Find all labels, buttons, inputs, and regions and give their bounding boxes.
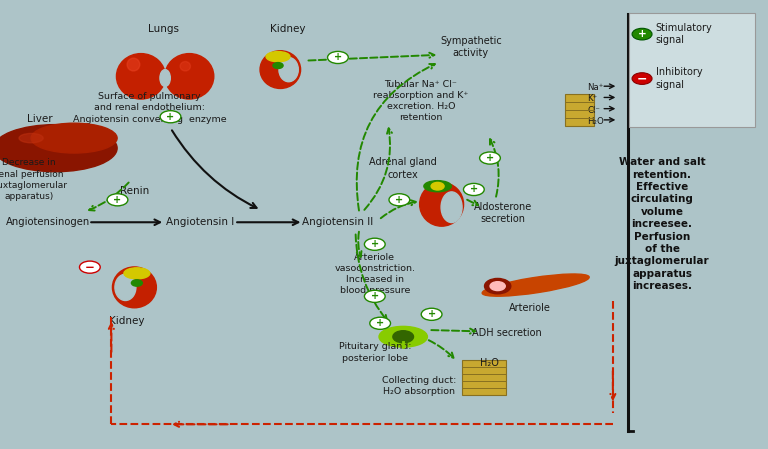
Circle shape xyxy=(131,280,142,286)
FancyBboxPatch shape xyxy=(565,94,594,126)
FancyBboxPatch shape xyxy=(462,360,506,395)
Ellipse shape xyxy=(419,182,464,226)
Circle shape xyxy=(107,194,127,206)
Circle shape xyxy=(431,182,444,190)
Text: Lungs: Lungs xyxy=(148,24,179,34)
Text: Arteriole
vasoconstriction.
Increased in
blood pressure: Arteriole vasoconstriction. Increased in… xyxy=(334,253,415,295)
Text: Pituitary gland:
posterior lobe: Pituitary gland: posterior lobe xyxy=(339,343,411,362)
Text: Na⁺: Na⁺ xyxy=(588,83,604,92)
Text: Aldosterone
secretion: Aldosterone secretion xyxy=(474,202,532,224)
Text: Adrenal gland
cortex: Adrenal gland cortex xyxy=(369,157,437,180)
Circle shape xyxy=(463,183,484,196)
Text: Angiotensin II: Angiotensin II xyxy=(303,217,373,227)
Text: −: − xyxy=(85,261,94,273)
Circle shape xyxy=(161,111,181,123)
Ellipse shape xyxy=(160,70,170,86)
Circle shape xyxy=(389,194,410,206)
Text: Angiotensinogen: Angiotensinogen xyxy=(5,217,90,227)
Circle shape xyxy=(364,238,385,251)
Text: Cl⁻: Cl⁻ xyxy=(588,106,601,114)
Circle shape xyxy=(369,317,390,330)
Ellipse shape xyxy=(260,51,300,88)
Text: +: + xyxy=(167,112,174,122)
Circle shape xyxy=(327,51,349,64)
Text: +: + xyxy=(376,318,384,328)
Ellipse shape xyxy=(424,180,452,192)
Circle shape xyxy=(80,261,100,273)
Circle shape xyxy=(485,278,511,294)
Text: Surface of pulmonary
and renal endothelium:
Angiotensin converting  enzyme: Surface of pulmonary and renal endotheli… xyxy=(73,92,227,124)
Text: Liver: Liver xyxy=(27,114,53,124)
Ellipse shape xyxy=(124,268,150,279)
Ellipse shape xyxy=(180,62,190,71)
Text: Water and salt
retention.
Effective
circulating
volume
increesee.
Perfusion
of t: Water and salt retention. Effective circ… xyxy=(614,157,710,291)
Text: Stimulatory
signal: Stimulatory signal xyxy=(656,23,713,45)
Text: +: + xyxy=(470,185,478,194)
Text: Kidney: Kidney xyxy=(270,24,306,34)
Text: ADH secretion: ADH secretion xyxy=(472,328,541,338)
Ellipse shape xyxy=(31,123,117,153)
Circle shape xyxy=(479,152,501,164)
Circle shape xyxy=(490,282,505,291)
Circle shape xyxy=(273,62,283,69)
Ellipse shape xyxy=(165,53,214,99)
Text: Decrease in
renal perfusion
(juxtaglomerular
apparatus): Decrease in renal perfusion (juxtaglomer… xyxy=(0,158,67,201)
Text: +: + xyxy=(114,195,121,205)
Text: Collecting duct:
H₂O absorption: Collecting duct: H₂O absorption xyxy=(382,376,456,396)
Text: −: − xyxy=(637,72,647,85)
FancyBboxPatch shape xyxy=(629,13,755,127)
Text: K⁺: K⁺ xyxy=(588,94,598,103)
Ellipse shape xyxy=(117,53,165,99)
Circle shape xyxy=(632,73,652,84)
Ellipse shape xyxy=(0,124,117,172)
Ellipse shape xyxy=(279,57,298,82)
Ellipse shape xyxy=(482,274,589,296)
Text: +: + xyxy=(428,309,435,319)
Text: +: + xyxy=(637,29,647,39)
Circle shape xyxy=(364,290,385,303)
Ellipse shape xyxy=(441,192,462,223)
Circle shape xyxy=(393,331,413,343)
Text: Renin: Renin xyxy=(120,186,149,196)
Text: Tubular Na⁺ Cl⁻
reabsorption and K⁺
excretion. H₂O
retention: Tubular Na⁺ Cl⁻ reabsorption and K⁺ excr… xyxy=(373,80,468,122)
Ellipse shape xyxy=(127,58,140,71)
Text: +: + xyxy=(371,239,379,249)
Text: +: + xyxy=(396,195,403,205)
Text: Sympathetic
activity: Sympathetic activity xyxy=(440,36,502,58)
Text: Angiotensin I: Angiotensin I xyxy=(166,217,233,227)
Ellipse shape xyxy=(115,274,136,300)
Ellipse shape xyxy=(19,133,43,143)
Text: +: + xyxy=(371,291,379,301)
Circle shape xyxy=(632,28,652,40)
Text: Kidney: Kidney xyxy=(109,316,144,326)
Text: +: + xyxy=(334,53,342,62)
Ellipse shape xyxy=(379,326,427,347)
Text: +: + xyxy=(486,153,494,163)
Text: H₂O: H₂O xyxy=(588,117,604,126)
Circle shape xyxy=(421,308,442,321)
Ellipse shape xyxy=(266,52,290,62)
Text: Arteriole: Arteriole xyxy=(509,303,551,313)
Text: H₂O: H₂O xyxy=(480,358,498,368)
Text: Inhibitory
signal: Inhibitory signal xyxy=(656,67,703,90)
Ellipse shape xyxy=(112,267,157,308)
